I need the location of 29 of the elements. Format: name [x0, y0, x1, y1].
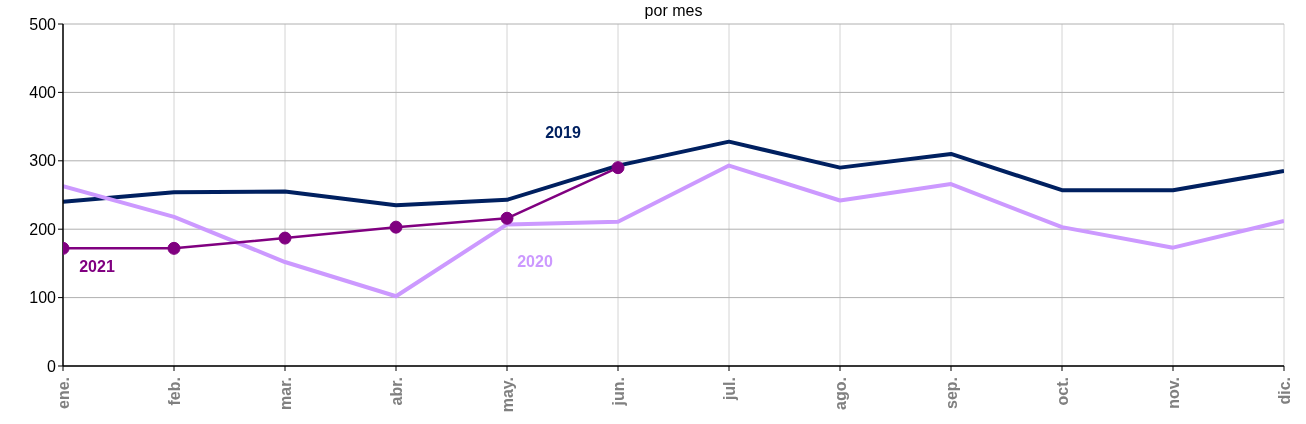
x-tick-label: oct.: [1053, 377, 1071, 406]
series-label: 2020: [517, 252, 553, 270]
y-tick-label: 500: [29, 15, 57, 33]
point: [167, 241, 181, 255]
series-label: 2021: [79, 257, 115, 275]
x-tick-label: ago.: [831, 377, 849, 410]
point: [278, 231, 292, 245]
x-tick-label: feb.: [165, 377, 183, 406]
x-tick-label: nov.: [1164, 377, 1182, 409]
x-tick-label: jun.: [609, 377, 627, 407]
y-tick-label: 0: [47, 357, 57, 375]
x-tick-label: mar.: [276, 377, 294, 410]
point: [611, 161, 625, 175]
y-tick-label: 200: [29, 220, 57, 238]
line-series: [63, 139, 1284, 208]
x-tick-label: abr.: [387, 377, 405, 406]
x-tick-label: jul.: [720, 377, 738, 402]
x-tick-label: sep.: [942, 377, 960, 410]
y-tick-label: 400: [29, 84, 57, 102]
line-series: [63, 163, 1284, 299]
x-tick-label: ene.: [54, 377, 72, 410]
point: [500, 211, 514, 225]
point: [389, 220, 403, 234]
y-tick-label: 100: [29, 289, 57, 307]
x-tick-label: may.: [498, 377, 516, 413]
y-tick-label: 300: [29, 152, 57, 170]
chart-title: por mes: [643, 2, 704, 20]
x-tick-label: dic.: [1275, 377, 1293, 405]
text: 2019: [545, 124, 581, 142]
